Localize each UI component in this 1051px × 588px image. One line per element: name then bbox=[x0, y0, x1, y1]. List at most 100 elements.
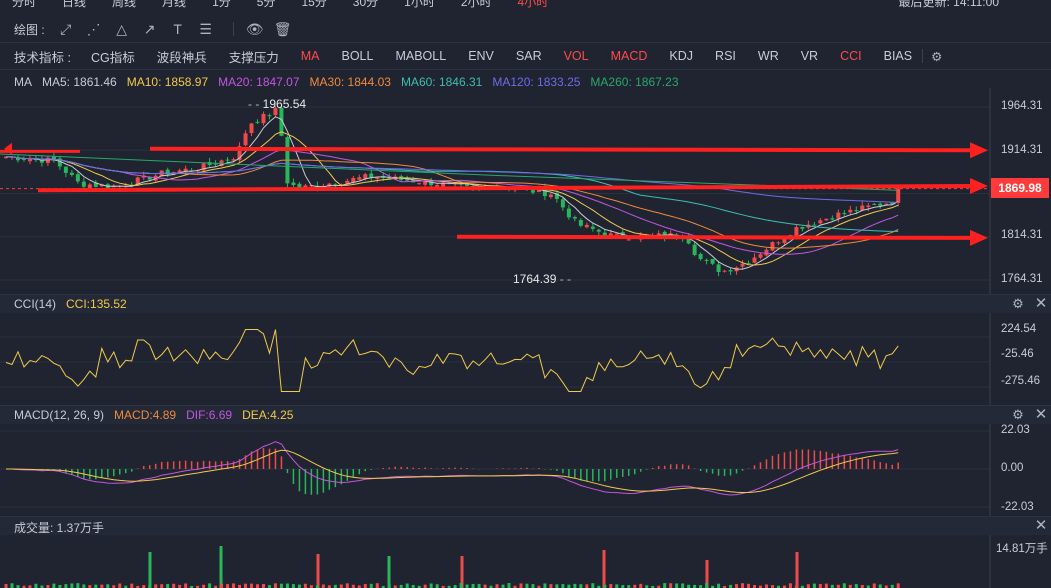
candle-body bbox=[704, 259, 709, 261]
indicator-tab[interactable]: MACD bbox=[610, 49, 648, 63]
candle-body bbox=[578, 219, 583, 226]
volume-bar bbox=[130, 583, 134, 588]
volume-bar bbox=[387, 556, 391, 588]
candle-body bbox=[441, 182, 446, 187]
candle-body bbox=[656, 233, 661, 235]
indicator-tab[interactable]: RSI bbox=[715, 49, 736, 63]
volume-bar bbox=[64, 584, 68, 588]
indicator-tab[interactable]: ENV bbox=[468, 49, 494, 63]
candle-body bbox=[602, 232, 607, 237]
volume-close-icon[interactable]: ✕ bbox=[1034, 517, 1048, 534]
volume-bar bbox=[429, 583, 433, 588]
ray-tool-icon[interactable]: ⋰ bbox=[86, 20, 101, 37]
indicator-tab[interactable]: VR bbox=[800, 49, 819, 63]
period-tab[interactable]: 15分 bbox=[301, 0, 327, 9]
candle-body bbox=[800, 227, 805, 229]
volume-bar bbox=[471, 583, 475, 588]
volume-bar bbox=[621, 585, 625, 588]
arrow-tool-icon[interactable]: ↗ bbox=[143, 20, 156, 37]
annotation-arrowhead bbox=[970, 142, 988, 159]
volume-bar bbox=[411, 584, 415, 588]
candle-body bbox=[363, 174, 368, 179]
annotation-arrowhead bbox=[970, 177, 988, 194]
price-chart[interactable] bbox=[0, 88, 1051, 308]
macd-close-icon[interactable]: ✕ bbox=[1034, 406, 1048, 423]
price-axis-tick: 1964.31 bbox=[1001, 100, 1043, 112]
candle-body bbox=[291, 182, 296, 186]
period-tab[interactable]: 5分 bbox=[256, 0, 276, 9]
indicator-tab[interactable]: 波段神兵 bbox=[156, 50, 207, 65]
candle-body bbox=[722, 270, 727, 272]
volume-bar bbox=[34, 583, 38, 588]
indicator-tab[interactable]: KDJ bbox=[669, 49, 694, 63]
draw-toolbar-label: 绘图 : bbox=[14, 22, 45, 37]
volume-bar bbox=[788, 583, 792, 588]
indicator-toolbar: 技术指标 : CG指标 波段神兵 支撑压力 MA BOLL MABOLL ENV SAR VOL… bbox=[0, 43, 1051, 70]
ma-line bbox=[5, 156, 899, 203]
triangle-tool-icon[interactable]: △ bbox=[116, 20, 128, 37]
fib-tool-icon[interactable]: ☰ bbox=[199, 20, 212, 37]
cci-close-icon[interactable]: ✕ bbox=[1034, 295, 1048, 312]
indicator-tab[interactable]: MABOLL bbox=[395, 49, 447, 63]
candle-body bbox=[716, 264, 721, 273]
volume-chart[interactable] bbox=[0, 535, 1051, 588]
candle-body bbox=[626, 239, 631, 241]
period-tab[interactable]: 2小时 bbox=[460, 0, 492, 9]
indicator-tab[interactable]: CCI bbox=[840, 49, 862, 63]
candle-body bbox=[327, 183, 332, 187]
candle-body bbox=[872, 203, 877, 205]
indicator-settings-gear-icon[interactable]: ⚙ bbox=[931, 49, 943, 64]
volume-bar bbox=[615, 584, 619, 588]
cci-settings-gear-icon[interactable]: ⚙ bbox=[1012, 296, 1024, 311]
eye-icon[interactable]: 👁 bbox=[245, 20, 264, 37]
macd-chart[interactable] bbox=[0, 424, 1051, 516]
ma-legend-item: MA20: 1847.07 bbox=[218, 75, 300, 89]
candle-body bbox=[183, 168, 188, 172]
line-tool-icon[interactable]: ⤢ bbox=[60, 20, 72, 37]
volume-bar bbox=[609, 584, 613, 588]
volume-bar bbox=[40, 585, 44, 588]
period-tab[interactable]: 分时 bbox=[12, 0, 37, 9]
indicator-tab[interactable]: MA bbox=[300, 49, 320, 63]
period-tab[interactable]: 1小时 bbox=[404, 0, 435, 9]
volume-bar bbox=[555, 584, 559, 588]
period-tab[interactable]: 30分 bbox=[352, 0, 379, 9]
text-tool-icon[interactable]: T bbox=[173, 21, 182, 37]
volume-bar bbox=[154, 584, 158, 588]
volume-bar bbox=[345, 583, 349, 588]
trash-icon[interactable]: 🗑 bbox=[273, 20, 292, 37]
volume-bar bbox=[460, 556, 464, 588]
period-tab[interactable]: 1分 bbox=[212, 0, 231, 9]
indicator-tab[interactable]: BIAS bbox=[883, 49, 913, 63]
volume-bar bbox=[758, 585, 762, 588]
volume-bar bbox=[28, 585, 32, 588]
volume-bar bbox=[76, 583, 80, 588]
volume-bar bbox=[160, 584, 164, 588]
cci-line bbox=[5, 329, 899, 392]
period-tab[interactable]: 日线 bbox=[62, 0, 87, 9]
volume-bar bbox=[279, 583, 283, 588]
indicator-tab[interactable]: WR bbox=[757, 49, 779, 63]
ma-legend-item: MA120: 1833.25 bbox=[492, 75, 581, 89]
indicator-tab[interactable]: BOLL bbox=[341, 49, 374, 63]
annotation-arrow bbox=[149, 146, 975, 153]
indicator-tab[interactable]: 支撑压力 bbox=[228, 50, 279, 65]
candle-body bbox=[572, 217, 577, 219]
dif-line bbox=[6, 441, 899, 496]
volume-bar bbox=[537, 585, 541, 588]
period-tab[interactable]: 4小时 bbox=[517, 0, 549, 9]
volume-bar bbox=[806, 584, 810, 588]
period-tab[interactable]: 月线 bbox=[162, 0, 187, 9]
volume-bar bbox=[316, 554, 320, 588]
macd-axis-tick: -22.03 bbox=[1001, 501, 1034, 513]
volume-bar bbox=[812, 583, 816, 588]
macd-settings-gear-icon[interactable]: ⚙ bbox=[1012, 407, 1024, 422]
volume-bar bbox=[423, 584, 427, 588]
candle-body bbox=[51, 156, 56, 161]
indicator-tab[interactable]: CG指标 bbox=[90, 50, 135, 65]
indicator-tab[interactable]: VOL bbox=[563, 49, 589, 63]
indicator-tab[interactable]: SAR bbox=[515, 49, 542, 63]
cci-chart[interactable] bbox=[0, 313, 1051, 405]
volume-bar bbox=[58, 584, 62, 588]
period-tab[interactable]: 周线 bbox=[112, 0, 137, 9]
